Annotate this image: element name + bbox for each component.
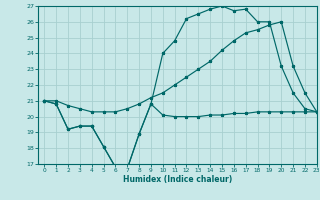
X-axis label: Humidex (Indice chaleur): Humidex (Indice chaleur) — [123, 175, 232, 184]
